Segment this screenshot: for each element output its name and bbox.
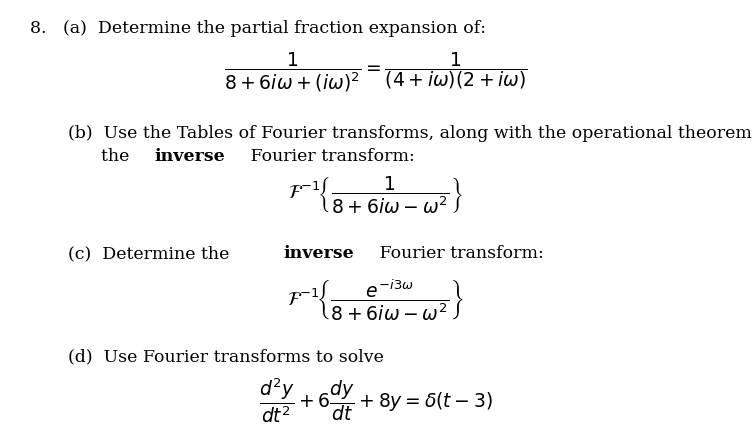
Text: $\dfrac{d^2y}{dt^2} + 6\dfrac{dy}{dt} + 8y = \delta(t - 3)$: $\dfrac{d^2y}{dt^2} + 6\dfrac{dy}{dt} + … [259,376,493,425]
Text: the: the [68,148,135,165]
Text: (b)  Use the Tables of Fourier transforms, along with the operational theorems, : (b) Use the Tables of Fourier transforms… [68,125,752,142]
Text: inverse: inverse [283,245,353,262]
Text: inverse: inverse [154,148,225,165]
Text: Fourier transform:: Fourier transform: [374,245,544,262]
Text: 8.   (a)  Determine the partial fraction expansion of:: 8. (a) Determine the partial fraction ex… [30,20,486,37]
Text: Fourier transform:: Fourier transform: [245,148,415,165]
Text: $\mathcal{F}^{-1}\!\left\{\dfrac{e^{-i3\omega}}{8 + 6i\omega - \omega^2}\right\}: $\mathcal{F}^{-1}\!\left\{\dfrac{e^{-i3\… [287,277,465,323]
Text: $\dfrac{1}{8 + 6i\omega + (i\omega)^2} = \dfrac{1}{(4 + i\omega)(2 + i\omega)}$: $\dfrac{1}{8 + 6i\omega + (i\omega)^2} =… [224,51,528,94]
Text: (d)  Use Fourier transforms to solve: (d) Use Fourier transforms to solve [68,348,384,365]
Text: $\mathcal{F}^{-1}\!\left\{\dfrac{1}{8 + 6i\omega - \omega^2}\right\}$: $\mathcal{F}^{-1}\!\left\{\dfrac{1}{8 + … [288,174,464,215]
Text: (c)  Determine the: (c) Determine the [68,245,235,262]
